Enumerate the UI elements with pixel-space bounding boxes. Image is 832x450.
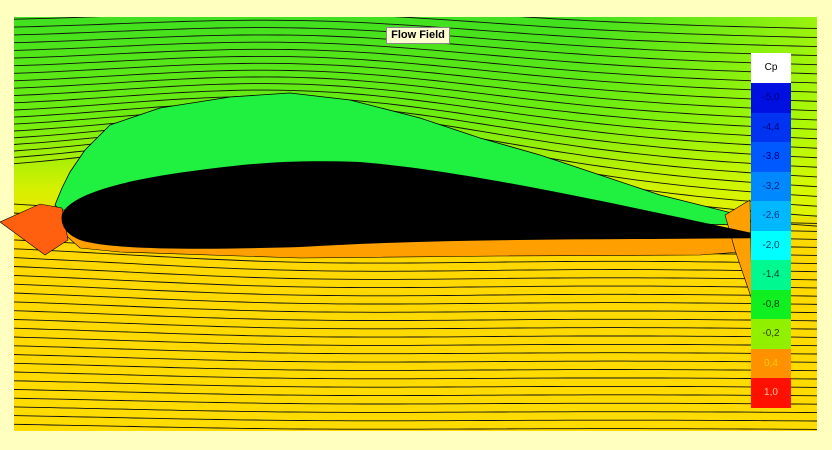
streamline <box>14 55 817 93</box>
streamline <box>14 380 817 388</box>
streamline <box>14 336 817 347</box>
streamline <box>14 19 817 48</box>
legend-entry: -3,2 <box>751 171 791 201</box>
airfoil <box>61 161 776 249</box>
legend-entry: -1,4 <box>751 260 791 290</box>
streamline <box>14 17 817 38</box>
streamline <box>14 354 817 363</box>
legend-title: Cp <box>751 53 791 83</box>
streamline <box>14 257 817 273</box>
streamline <box>14 292 817 305</box>
streamline <box>14 89 817 140</box>
legend-entry: -3,8 <box>751 142 791 172</box>
legend-entry: -2,6 <box>751 201 791 231</box>
streamline <box>518 17 817 29</box>
streamline <box>14 415 817 422</box>
streamline <box>14 406 817 414</box>
streamline <box>14 62 817 102</box>
streamline <box>14 83 817 130</box>
streamline <box>14 48 817 84</box>
streamline <box>14 345 817 355</box>
streamline <box>14 319 817 330</box>
cp-legend: Cp -5,0 -4,4 -3,8 -3,2 -2,6 -2,0 -1,4 -0,8 -0,2 0… <box>751 53 791 408</box>
streamline <box>14 41 817 75</box>
legend-entry: 1,0 <box>751 378 791 408</box>
streamline <box>14 76 817 121</box>
legend-entry: -4,4 <box>751 112 791 142</box>
streamline <box>14 301 817 314</box>
streamline <box>14 283 817 297</box>
streamline <box>14 102 817 159</box>
streamline <box>14 327 817 338</box>
streamline <box>14 310 817 322</box>
legend-entry: -2,0 <box>751 230 791 260</box>
legend-entry: 0,4 <box>751 348 791 378</box>
streamline <box>14 274 817 289</box>
streamline <box>14 69 817 112</box>
streamline <box>14 248 817 265</box>
streamline <box>14 389 817 397</box>
plot-title: Flow Field <box>386 27 450 44</box>
streamline <box>14 397 817 405</box>
streamline <box>14 371 817 380</box>
legend-entry: -0,8 <box>751 289 791 319</box>
legend-entry: -0,2 <box>751 319 791 349</box>
streamline <box>14 96 817 149</box>
streamline <box>14 362 817 372</box>
legend-entry: -5,0 <box>751 83 791 113</box>
streamline <box>14 423 817 430</box>
streamline <box>14 266 817 281</box>
